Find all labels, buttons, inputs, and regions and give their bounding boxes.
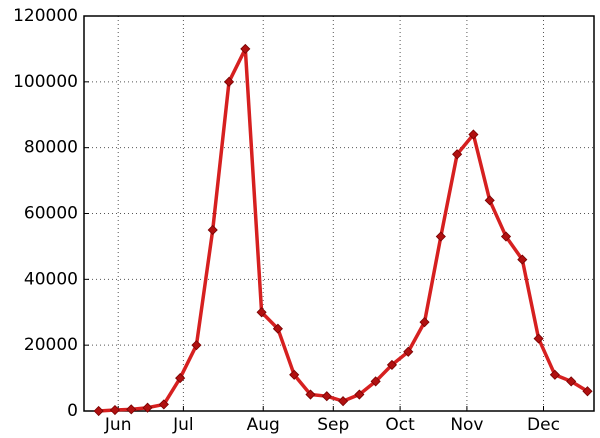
y-tick-label: 0: [67, 401, 78, 421]
data-point: [223, 76, 235, 87]
x-tick-label: Sep: [317, 415, 349, 435]
data-point: [142, 402, 153, 413]
data-point: [126, 404, 137, 415]
data-point: [403, 346, 414, 357]
data-point: [256, 307, 267, 318]
data-point: [517, 254, 528, 265]
data-point: [370, 376, 381, 387]
data-point: [419, 317, 430, 328]
data-point: [93, 405, 104, 417]
data-point: [386, 359, 398, 370]
plot-frame: [83, 15, 595, 412]
x-tick-label: Dec: [527, 415, 560, 435]
data-point: [272, 323, 283, 334]
data-line: [98, 47, 589, 413]
data-point: [289, 369, 300, 380]
data-point: [435, 231, 446, 242]
data-point: [207, 224, 218, 236]
data-point: [191, 340, 202, 351]
y-tick-label: 20000: [24, 335, 78, 355]
data-point: [452, 149, 463, 160]
x-tick-label: Oct: [385, 415, 415, 435]
data-point: [175, 373, 186, 384]
y-tick-label: 80000: [24, 138, 78, 158]
data-point: [338, 396, 349, 407]
data-point: [533, 333, 544, 344]
x-tick-label: Aug: [247, 415, 280, 435]
y-tick-label: 60000: [24, 204, 78, 224]
data-point: [582, 386, 593, 397]
data-point: [566, 376, 577, 387]
x-tick-label: Jun: [104, 415, 132, 435]
y-tick-label: 100000: [13, 72, 78, 92]
data-point: [305, 389, 316, 400]
data-point: [549, 369, 560, 380]
x-tick-label: Jul: [172, 415, 194, 435]
x-tick-label: Nov: [450, 415, 483, 435]
y-tick-label: 40000: [24, 269, 78, 289]
data-point: [321, 391, 332, 402]
y-tick-label: 120000: [13, 6, 78, 26]
data-point: [354, 389, 365, 400]
data-point: [240, 43, 251, 54]
data-point: [500, 231, 512, 242]
data-point: [109, 404, 121, 416]
data-point: [484, 195, 495, 206]
data-point: [158, 399, 169, 410]
data-point: [468, 129, 479, 140]
